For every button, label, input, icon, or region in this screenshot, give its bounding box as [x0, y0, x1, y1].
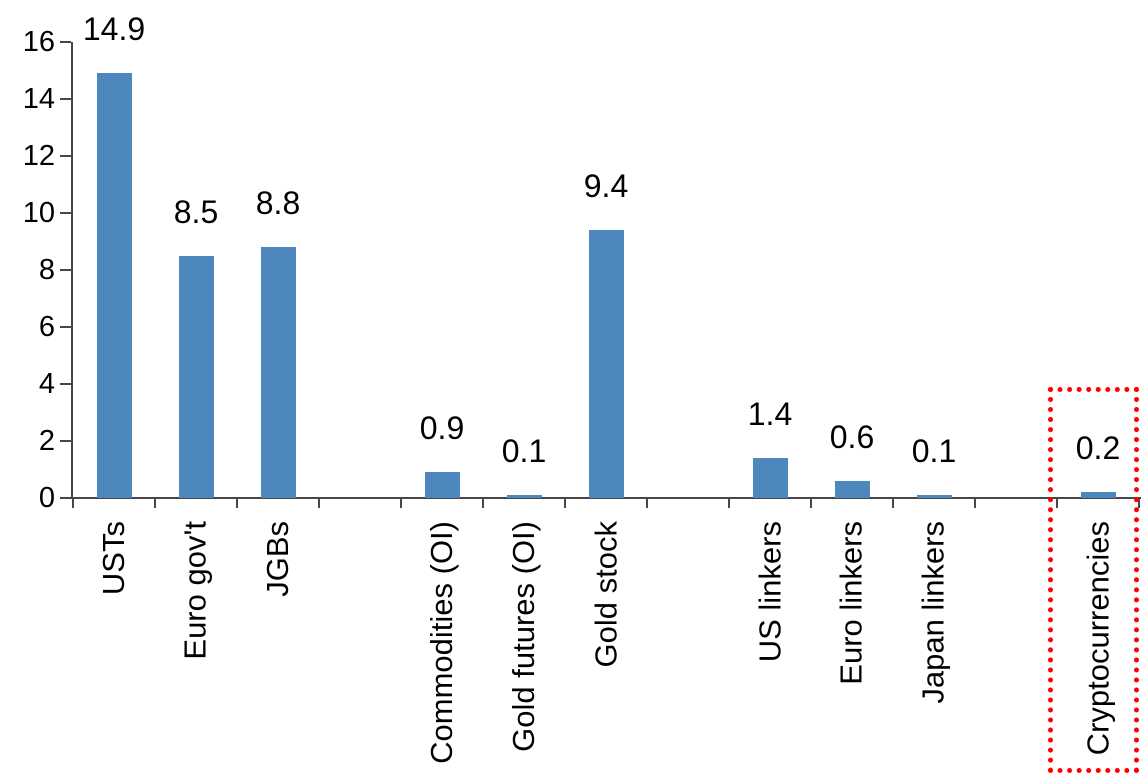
x-tick — [154, 499, 156, 508]
category-label-usts: USTs — [96, 521, 131, 596]
y-tick-label: 14 — [22, 83, 55, 115]
y-tick — [60, 269, 71, 271]
x-tick — [1056, 499, 1058, 508]
value-label-euro-linkers: 0.6 — [829, 419, 875, 455]
y-axis-line — [71, 42, 73, 499]
bar-usts — [97, 73, 132, 498]
bar-euro-gov-t — [179, 256, 214, 498]
category-label-gold-stock: Gold stock — [588, 521, 623, 668]
y-tick-label: 12 — [22, 140, 55, 172]
category-label-gold-futures-oi: Gold futures (OI) — [506, 521, 541, 752]
value-label-us-linkers: 1.4 — [747, 396, 793, 432]
x-tick — [728, 499, 730, 508]
highlight-box-cryptocurrencies — [1048, 387, 1139, 773]
value-label-usts: 14.9 — [82, 11, 146, 47]
bar-japan-linkers — [917, 495, 952, 498]
value-label-commodities-oi: 0.9 — [419, 410, 465, 446]
y-tick — [60, 155, 71, 157]
value-label-jgbs: 8.8 — [255, 185, 301, 221]
y-tick — [60, 497, 71, 499]
x-axis-line — [71, 497, 1141, 499]
y-tick — [60, 326, 71, 328]
y-tick — [60, 383, 71, 385]
x-tick — [564, 499, 566, 508]
y-tick-label: 2 — [38, 425, 55, 457]
bar-gold-futures-oi — [507, 495, 542, 498]
category-label-japan-linkers: Japan linkers — [916, 521, 951, 704]
x-tick — [810, 499, 812, 508]
bar-commodities-oi — [425, 472, 460, 498]
x-tick — [892, 499, 894, 508]
y-tick-label: 10 — [22, 197, 55, 229]
y-tick — [60, 98, 71, 100]
value-label-cryptocurrencies: 0.2 — [1075, 430, 1121, 466]
bar-gold-stock — [589, 230, 624, 498]
x-tick — [236, 499, 238, 508]
value-label-japan-linkers: 0.1 — [911, 433, 957, 469]
x-tick — [646, 499, 648, 508]
x-tick — [318, 499, 320, 508]
y-tick — [60, 41, 71, 43]
category-label-us-linkers: US linkers — [752, 521, 787, 663]
bar-cryptocurrencies — [1081, 492, 1116, 498]
value-label-gold-stock: 9.4 — [583, 168, 629, 204]
value-label-gold-futures-oi: 0.1 — [501, 433, 547, 469]
category-label-euro-linkers: Euro linkers — [834, 521, 869, 685]
x-tick — [974, 499, 976, 508]
bar-us-linkers — [753, 458, 788, 498]
y-tick-label: 4 — [38, 368, 55, 400]
x-tick — [1138, 499, 1140, 508]
y-tick-label: 0 — [38, 482, 55, 514]
value-label-euro-gov-t: 8.5 — [173, 194, 219, 230]
category-label-commodities-oi: Commodities (OI) — [424, 521, 459, 764]
y-tick-label: 16 — [22, 26, 55, 58]
x-tick — [400, 499, 402, 508]
y-tick-label: 6 — [38, 311, 55, 343]
x-tick — [72, 499, 74, 508]
bar-jgbs — [261, 247, 296, 498]
category-label-jgbs: JGBs — [260, 521, 295, 597]
bar-euro-linkers — [835, 481, 870, 498]
category-label-euro-gov-t: Euro gov't — [178, 521, 213, 660]
y-tick — [60, 440, 71, 442]
x-tick — [482, 499, 484, 508]
y-tick-label: 8 — [38, 254, 55, 286]
y-tick — [60, 212, 71, 214]
